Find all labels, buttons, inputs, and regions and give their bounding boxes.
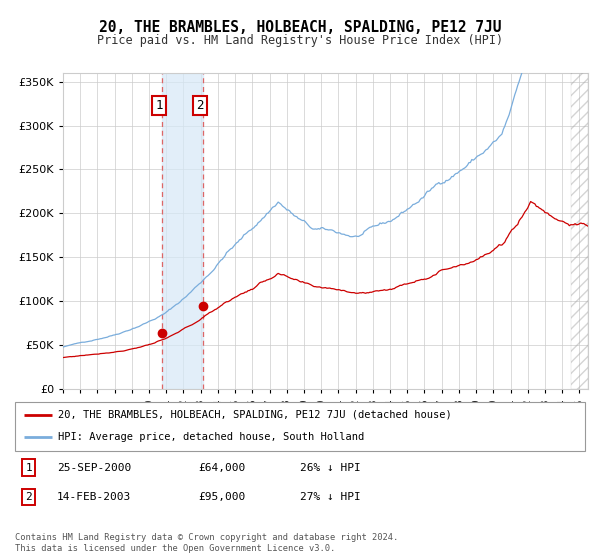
Text: 2: 2 <box>196 99 204 112</box>
Bar <box>161 73 203 389</box>
Text: 20, THE BRAMBLES, HOLBEACH, SPALDING, PE12 7JU (detached house): 20, THE BRAMBLES, HOLBEACH, SPALDING, PE… <box>58 410 452 420</box>
Bar <box>571 73 588 389</box>
Text: 25-SEP-2000: 25-SEP-2000 <box>57 463 131 473</box>
Text: Contains HM Land Registry data © Crown copyright and database right 2024.
This d: Contains HM Land Registry data © Crown c… <box>15 533 398 553</box>
Text: £95,000: £95,000 <box>198 492 245 502</box>
Text: Price paid vs. HM Land Registry's House Price Index (HPI): Price paid vs. HM Land Registry's House … <box>97 34 503 46</box>
Text: £64,000: £64,000 <box>198 463 245 473</box>
FancyBboxPatch shape <box>15 402 585 451</box>
Text: 14-FEB-2003: 14-FEB-2003 <box>57 492 131 502</box>
Text: 26% ↓ HPI: 26% ↓ HPI <box>300 463 361 473</box>
Text: 1: 1 <box>155 99 163 112</box>
Text: 2: 2 <box>25 492 32 502</box>
Text: 27% ↓ HPI: 27% ↓ HPI <box>300 492 361 502</box>
Text: 20, THE BRAMBLES, HOLBEACH, SPALDING, PE12 7JU: 20, THE BRAMBLES, HOLBEACH, SPALDING, PE… <box>99 20 501 35</box>
Text: 1: 1 <box>25 463 32 473</box>
Text: HPI: Average price, detached house, South Holland: HPI: Average price, detached house, Sout… <box>58 432 364 442</box>
